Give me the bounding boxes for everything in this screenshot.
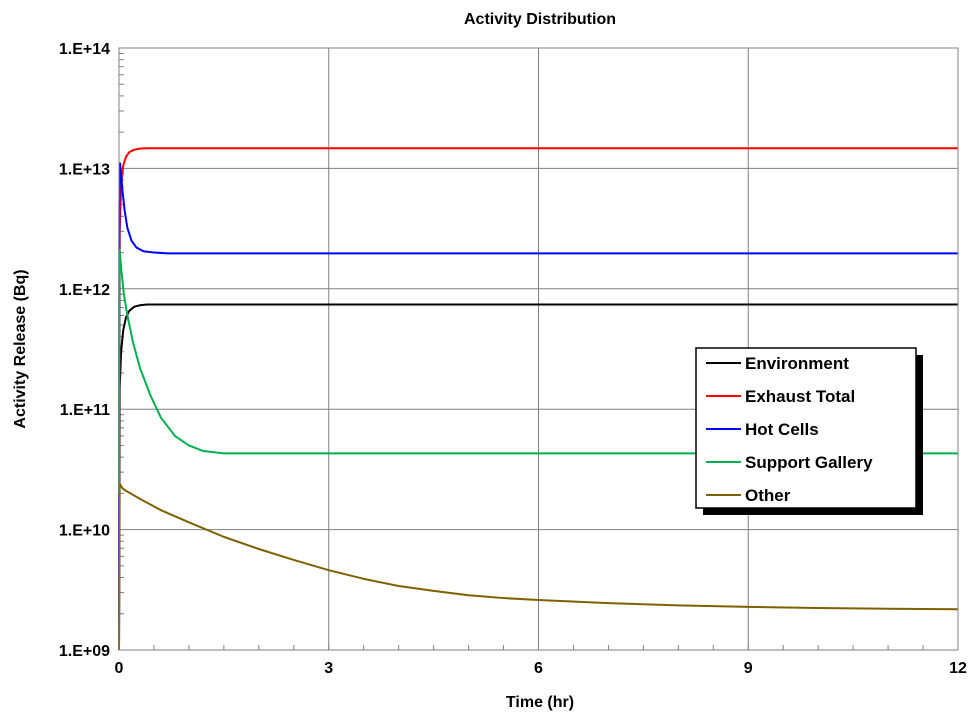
series-line-support-gallery [118,249,958,494]
y-tick-label: 1.E+14 [59,41,110,58]
y-axis-label: Activity Release (Bq) [12,269,29,428]
y-tick-label: 1.E+10 [59,523,110,540]
x-tick-label: 12 [949,660,967,677]
chart-title: Activity Distribution [464,11,616,28]
legend: Environment Exhaust Total Hot Cells Support… [695,347,923,515]
x-tick-labels: 0 3 6 9 12 [115,660,967,677]
y-tick-labels: 1.E+09 1.E+10 1.E+11 1.E+12 1.E+13 1.E+14 [59,41,110,660]
legend-label: Other [745,486,791,505]
legend-label: Support Gallery [745,453,873,472]
series-line-hot-cells [118,162,958,651]
y-tick-label: 1.E+12 [59,282,110,299]
series-lines [118,147,959,651]
x-axis-label: Time (hr) [506,694,574,711]
plot-frame [118,47,959,651]
x-tick-label: 9 [744,660,753,677]
legend-label: Environment [745,354,849,373]
series-line-other [118,482,959,651]
series-line-environment [118,303,958,651]
x-tick-label: 0 [115,660,124,677]
x-tick-label: 6 [534,660,543,677]
legend-label: Hot Cells [745,420,819,439]
y-tick-label: 1.E+09 [59,643,110,660]
y-tick-label: 1.E+13 [59,161,110,178]
legend-label: Exhaust Total [745,387,855,406]
y-tick-label: 1.E+11 [60,402,110,419]
x-tick-label: 3 [324,660,333,677]
